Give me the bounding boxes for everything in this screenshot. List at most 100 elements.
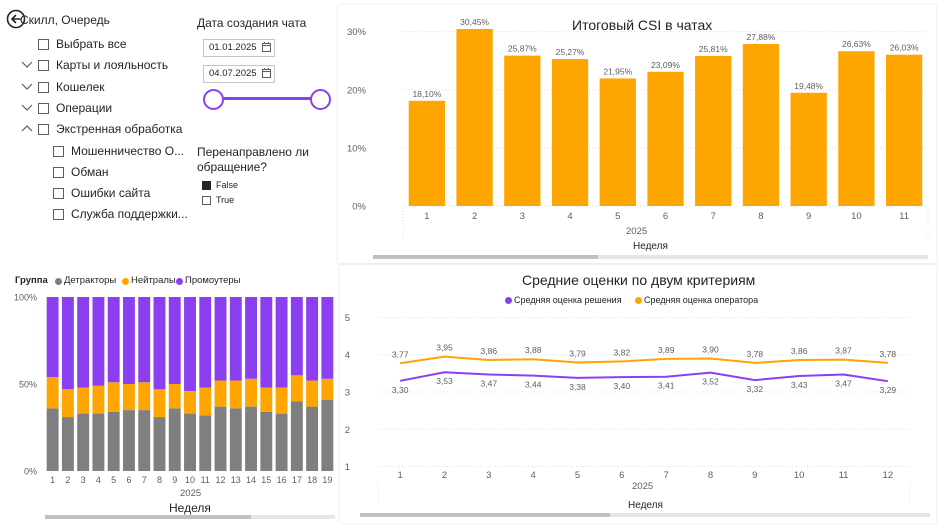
y-tick-label: 4 [345,350,350,361]
x-tick-label: 5 [575,470,580,481]
queue-item[interactable]: Экстренная обработка [0,121,195,139]
checkbox-unchecked[interactable] [202,196,211,205]
data-label: 3,32 [747,384,764,394]
end-date-input[interactable]: 04.07.2025 [203,65,275,83]
queue-item[interactable]: Карты и лояльность [0,57,195,75]
legend-dot-promoters [176,278,183,285]
x-tick-label: 4 [567,211,572,222]
stacked-segment [122,384,135,411]
legend-dot-solution [505,297,512,304]
checkbox[interactable] [38,81,49,93]
x-tick-label: 6 [126,475,131,485]
x-tick-label: 11 [839,470,849,481]
queue-item[interactable]: Ошибки сайта [0,185,195,203]
data-label: 3,88 [525,345,542,355]
slider-start-handle[interactable] [203,89,224,110]
chevron-down-icon[interactable] [21,103,33,113]
y-tick-label: 30% [347,27,367,38]
redirect-slicer: Перенаправлено ли обращение? False True [195,142,335,212]
checkbox[interactable] [38,102,49,114]
data-label: 26,03% [890,43,919,53]
chevron-down-icon[interactable] [21,82,33,92]
data-label: 3,47 [481,378,498,388]
group-scrollbar-thumb[interactable] [45,515,251,519]
option-label: True [216,195,235,205]
queue-item-label: Служба поддержки... [71,207,188,222]
stacked-segment [306,406,319,471]
queue-item-label: Обман [71,164,109,179]
stacked-segment [306,297,319,381]
checkbox[interactable] [53,209,64,221]
redirect-option-true[interactable]: True [202,195,262,207]
checkbox[interactable] [38,124,49,136]
queue-item-label: Экстренная обработка [56,122,183,137]
stacked-segment [184,413,196,471]
queue-item[interactable]: Кошелек [0,79,195,97]
data-label: 3,95 [436,343,453,353]
date-slicer: Дата создания чата 01.01.2025 04.07.2025 [195,10,335,120]
queue-item-label: Кошелек [56,79,105,94]
data-label: 3,52 [702,377,719,387]
checkbox[interactable] [38,39,49,50]
y-tick-label: 2 [345,425,350,436]
stacked-segment [321,297,334,379]
stacked-segment [275,413,288,471]
chevron-up-icon[interactable] [21,124,33,134]
stacked-segment [184,390,196,414]
calendar-icon[interactable] [262,68,271,78]
csi-chart: 0% 10% 20% 30% 18,10% 1 30,45% 2 25,87% 3 25,27% 4 2… [347,17,929,236]
stacked-segment [290,297,303,376]
data-label: 3,40 [614,381,631,391]
checkbox[interactable] [38,60,49,72]
date-range-slider[interactable] [203,88,331,110]
scores-scrollbar-thumb[interactable] [360,513,610,517]
stacked-segment [199,387,212,416]
queue-item[interactable]: Обман [0,164,195,182]
x-tick-label: 11 [899,211,909,222]
stacked-segment [214,297,227,381]
chevron-down-icon[interactable] [21,60,33,70]
x-tick-label: 2 [442,470,447,481]
back-button[interactable] [6,9,26,29]
stacked-segment [168,297,181,384]
scores-scrollbar-track[interactable] [360,513,930,517]
scores-chart-legend: Средняя оценка решения Средняя оценка оп… [505,295,805,307]
checkbox[interactable] [53,188,64,200]
data-label: 25,87% [508,44,537,54]
queue-item[interactable]: Операции [0,100,195,118]
csi-scrollbar-thumb[interactable] [373,255,598,259]
csi-chart-year: 2025 [626,226,648,237]
stacked-segment [77,297,90,388]
data-label: 3,30 [392,385,409,395]
x-tick-label: 7 [711,211,716,222]
redirect-option-false[interactable]: False [202,180,262,192]
slider-end-handle[interactable] [310,89,331,110]
stacked-segment [260,297,273,388]
checkbox[interactable] [53,145,64,157]
stacked-segment [92,385,105,414]
checkbox-checked[interactable] [202,181,211,190]
start-date-input[interactable]: 01.01.2025 [203,39,275,57]
bar [504,55,541,206]
start-date-value: 01.01.2025 [209,42,257,53]
y-tick-label: 10% [347,143,367,154]
data-label: 18,10% [412,89,441,99]
stacked-segment [153,389,166,418]
legend-label: Детракторы [64,275,117,286]
checkbox[interactable] [53,166,64,178]
x-tick-label: 5 [111,475,116,485]
end-date-value: 04.07.2025 [209,68,257,79]
bar [742,43,780,207]
csi-scrollbar-track[interactable] [373,255,928,259]
queue-slicer-title: Скилл, Очередь [20,13,110,27]
queue-item[interactable]: Выбрать все [0,36,195,54]
bar [647,71,684,207]
data-label: 3,41 [658,381,675,391]
legend-dot-neutrals [122,278,129,285]
calendar-icon[interactable] [262,42,271,52]
queue-item[interactable]: Мошенничество О... [0,143,195,161]
bar [695,55,732,207]
queue-item[interactable]: Служба поддержки... [0,206,195,224]
legend-dot-operator [635,297,642,304]
